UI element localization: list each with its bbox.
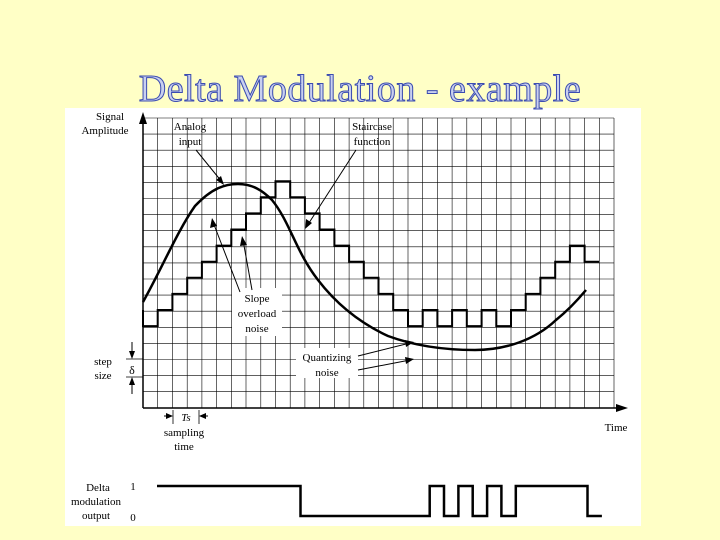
- y-axis-label-line1: Signal: [96, 111, 124, 123]
- slope-overload-label-line1: Slope: [244, 293, 269, 305]
- quantizing-noise-pointer-b-arrow: [405, 357, 414, 364]
- step-size-label-line1: step: [94, 356, 112, 368]
- staircase-pointer: [306, 149, 357, 227]
- output-label-line3: output: [82, 510, 110, 522]
- x-axis-arrow: [616, 404, 628, 412]
- analog-input-pointer-arrow: [216, 176, 224, 185]
- step-size-label-line2: size: [94, 370, 111, 382]
- sampling-time-symbol: Ts: [181, 412, 190, 424]
- slope-overload-pointer-b: [242, 239, 253, 291]
- step-size-arrow-top-head: [129, 351, 135, 359]
- y-axis-arrow: [139, 112, 147, 124]
- slide-title: Delta Modulation - example: [138, 68, 582, 110]
- quantizing-noise-pointer-b: [357, 359, 411, 371]
- analog-input-pointer: [195, 149, 223, 183]
- delta-output-waveform: [157, 484, 602, 518]
- output-high-label: 1: [130, 481, 136, 493]
- slope-overload-pointer-a-arrow: [210, 218, 217, 228]
- step-size-symbol: δ: [129, 363, 135, 377]
- slope-overload-pointer-a: [212, 221, 241, 293]
- slope-overload-label-bg: [232, 288, 282, 336]
- sampling-time-label-line2: time: [174, 441, 194, 453]
- output-low-label: 0: [130, 512, 136, 524]
- y-axis-label-line2: Amplitude: [81, 125, 128, 137]
- step-size-arrow-bottom-head: [129, 377, 135, 385]
- staircase-pointer-arrow: [305, 219, 312, 229]
- analog-input-curve: [141, 182, 587, 352]
- staircase-function: [142, 180, 600, 328]
- sampling-arrow-left-head: [166, 413, 173, 419]
- sampling-arrow-right-head: [199, 413, 206, 419]
- output-label-line1: Delta: [86, 482, 110, 494]
- slope-overload-label-line2: overload: [238, 308, 277, 320]
- grid: [142, 117, 615, 409]
- slope-overload-label-line3: noise: [245, 323, 268, 335]
- analog-input-label-line2: input: [179, 136, 202, 148]
- quantizing-noise-pointer-a-arrow: [405, 340, 414, 347]
- staircase-label-line1: Staircase: [352, 121, 392, 133]
- figure-panel: [65, 108, 641, 526]
- quantizing-noise-label-bg: [296, 348, 358, 378]
- quantizing-noise-pointer-a: [357, 342, 411, 357]
- x-axis-label: Time: [605, 422, 628, 434]
- staircase-label-line2: function: [354, 136, 391, 148]
- quantizing-noise-label-line1: Quantizing: [303, 352, 352, 364]
- slope-overload-pointer-b-arrow: [240, 236, 247, 246]
- output-label-line2: modulation: [71, 496, 122, 508]
- sampling-time-label-line1: sampling: [164, 427, 205, 439]
- quantizing-noise-label-line2: noise: [315, 367, 338, 379]
- analog-input-label-line1: Analog: [174, 121, 207, 133]
